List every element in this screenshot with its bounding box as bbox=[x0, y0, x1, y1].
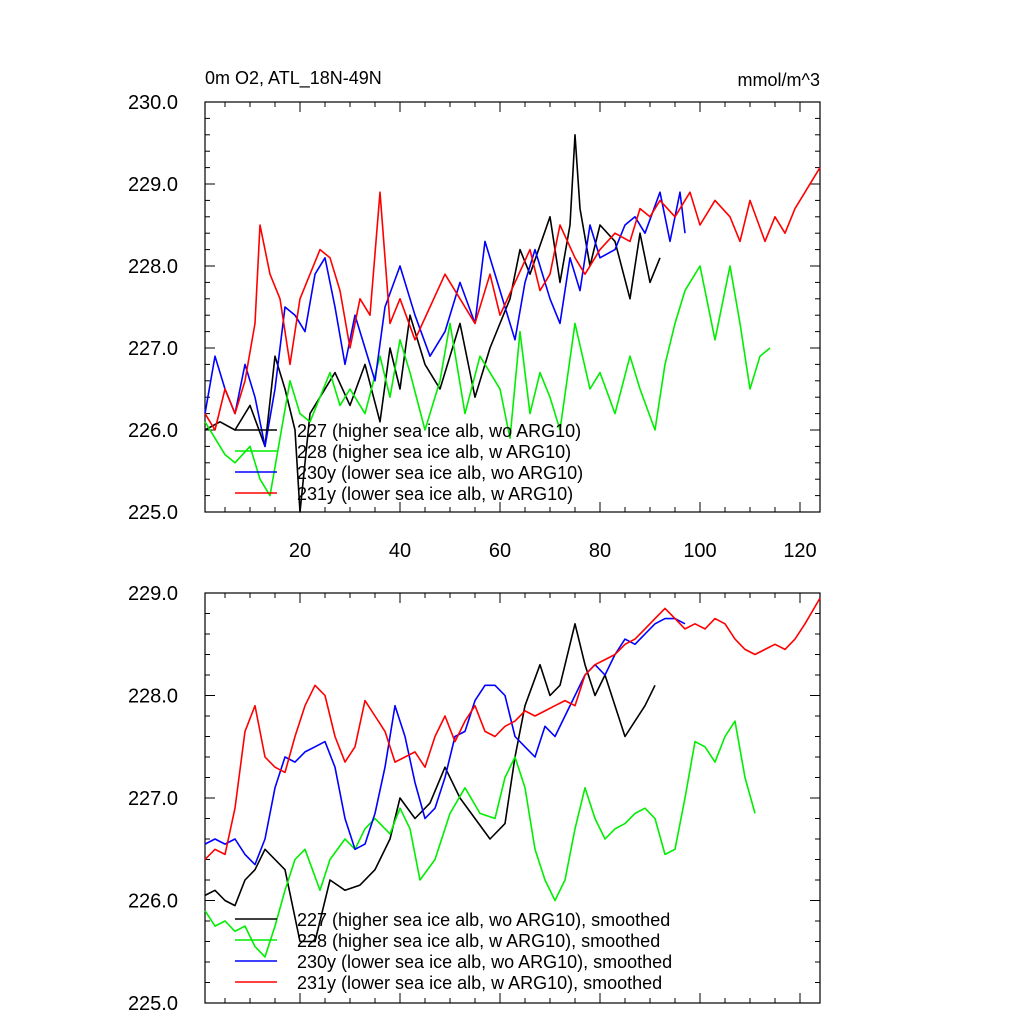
bottom-legend-label: 228 (higher sea ice alb, w ARG10), smoot… bbox=[297, 931, 660, 951]
top-legend: 227 (higher sea ice alb, wo ARG10)228 (h… bbox=[235, 421, 583, 504]
bottom-axes: 225.0 226.0 227.0 228.0 229.0 bbox=[128, 583, 821, 1015]
bottom-y-tick-label: 225.0 bbox=[128, 993, 178, 1015]
top-plot-frame bbox=[204, 101, 821, 513]
top-legend-label: 231y (lower sea ice alb, w ARG10) bbox=[297, 484, 573, 504]
top-y-tick-label: 226.0 bbox=[128, 420, 178, 442]
top-legend-label: 227 (higher sea ice alb, wo ARG10) bbox=[297, 421, 581, 441]
bottom-y-tick-label: 227.0 bbox=[128, 788, 178, 810]
top-y-tick-label: 228.0 bbox=[128, 256, 178, 278]
bottom-y-tick-label: 226.0 bbox=[128, 891, 178, 913]
bottom-series-line bbox=[204, 617, 686, 866]
bottom-panel: 225.0 226.0 227.0 228.0 229.0 227 (higher se… bbox=[128, 583, 821, 1015]
top-legend-label: 228 (higher sea ice alb, w ARG10) bbox=[297, 442, 571, 462]
top-series-line bbox=[204, 265, 771, 497]
top-x-tick-label: 80 bbox=[589, 540, 611, 562]
bottom-series-line bbox=[204, 597, 821, 861]
bottom-series-line bbox=[204, 720, 756, 958]
top-axes: 225.0 226.0 227.0 228.0 229.0 230.0 20 40 60 80 10… bbox=[128, 92, 821, 562]
units-label: mmol/m^3 bbox=[738, 70, 820, 90]
bottom-series-line bbox=[204, 622, 656, 943]
top-x-tick-label: 20 bbox=[289, 540, 311, 562]
bottom-legend-label: 230y (lower sea ice alb, wo ARG10), smoo… bbox=[297, 952, 672, 972]
bottom-legend-label: 231y (lower sea ice alb, w ARG10), smoot… bbox=[297, 973, 662, 993]
top-x-tick-label: 100 bbox=[683, 540, 716, 562]
top-x-tick-label: 60 bbox=[489, 540, 511, 562]
top-x-tick-label: 40 bbox=[389, 540, 411, 562]
bottom-series-lines bbox=[204, 597, 821, 958]
top-series-line bbox=[204, 191, 686, 448]
top-y-tick-label: 229.0 bbox=[128, 174, 178, 196]
top-y-tick-label: 230.0 bbox=[128, 92, 178, 114]
chart-title: 0m O2, ATL_18N-49N bbox=[205, 68, 382, 89]
top-legend-label: 230y (lower sea ice alb, wo ARG10) bbox=[297, 463, 583, 483]
top-series-lines bbox=[204, 134, 821, 513]
top-panel: 0m O2, ATL_18N-49N mmol/m^3 225.0226.022… bbox=[128, 68, 821, 562]
top-y-tick-label: 227.0 bbox=[128, 338, 178, 360]
bottom-legend-label: 227 (higher sea ice alb, wo ARG10), smoo… bbox=[297, 910, 670, 930]
top-x-tick-label: 120 bbox=[783, 540, 816, 562]
bottom-legend: 227 (higher sea ice alb, wo ARG10), smoo… bbox=[235, 910, 672, 993]
bottom-y-tick-label: 228.0 bbox=[128, 686, 178, 708]
bottom-y-tick-label: 229.0 bbox=[128, 583, 178, 605]
top-series-line bbox=[204, 167, 821, 431]
top-y-tick-label: 225.0 bbox=[128, 502, 178, 524]
